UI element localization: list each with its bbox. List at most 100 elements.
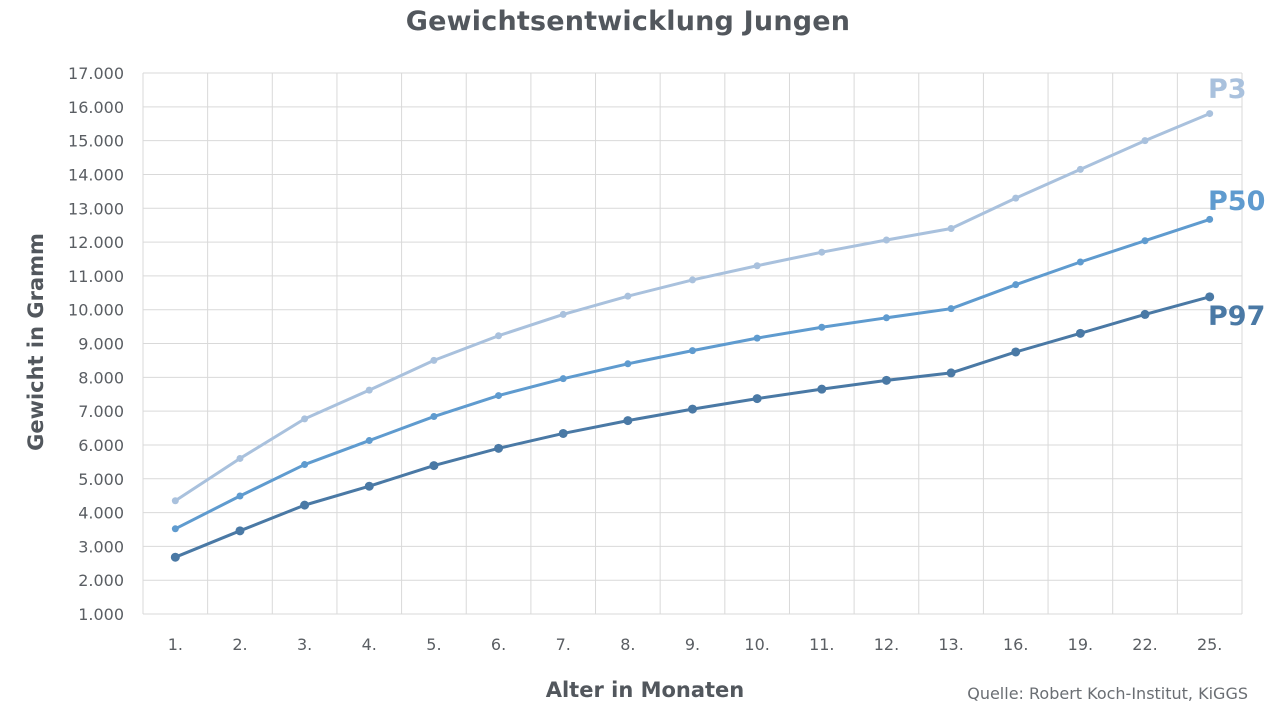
x-tick-label: 3. (297, 635, 312, 654)
data-point (170, 552, 180, 562)
data-point (494, 443, 504, 453)
data-point (624, 292, 632, 300)
data-point (947, 225, 955, 233)
data-point (1206, 110, 1214, 118)
x-tick-label: 13. (938, 635, 963, 654)
data-point (946, 368, 956, 378)
x-tick-label: 6. (491, 635, 506, 654)
data-point (559, 375, 567, 383)
series-end-labels: P3 P50 P97 (1208, 74, 1265, 332)
y-axis-label: Gewicht in Gramm (24, 233, 48, 451)
data-point (171, 497, 179, 505)
chart-title: Gewichtsentwicklung Jungen (405, 6, 851, 37)
series-line (173, 112, 1212, 503)
x-axis-label: Alter in Monaten (545, 678, 745, 702)
data-point (1141, 137, 1149, 145)
y-tick-label: 3.000 (78, 537, 124, 556)
x-tick-label: 7. (556, 635, 571, 654)
data-point (235, 526, 245, 536)
x-tick-label: 11. (809, 635, 834, 654)
y-tick-label: 17.000 (68, 64, 124, 83)
y-tick-label: 15.000 (68, 132, 124, 151)
data-point (1140, 309, 1150, 319)
data-point (1141, 237, 1149, 245)
y-tick-label: 4.000 (78, 504, 124, 523)
series-label-p3: P3 (1208, 74, 1247, 105)
series-line (173, 295, 1212, 559)
y-tick-label: 1.000 (78, 605, 124, 624)
y-tick-label: 11.000 (68, 267, 124, 286)
data-point (818, 248, 826, 256)
data-point (429, 461, 439, 471)
x-tick-label: 4. (362, 635, 377, 654)
y-tick-label: 10.000 (68, 301, 124, 320)
series-p97 (170, 292, 1215, 562)
x-tick-label: 12. (874, 635, 899, 654)
data-point (1076, 165, 1084, 173)
data-point (558, 428, 568, 438)
x-tick-label: 16. (1003, 635, 1028, 654)
x-tick-label: 2. (232, 635, 247, 654)
data-point (624, 360, 632, 368)
data-point (301, 415, 309, 423)
data-point (689, 347, 696, 355)
y-tick-label: 6.000 (78, 436, 124, 455)
y-tick-label: 12.000 (68, 233, 124, 252)
grid-layer (142, 72, 1243, 615)
data-point (495, 392, 503, 400)
x-tick-label: 22. (1132, 635, 1157, 654)
data-point (1012, 194, 1020, 202)
y-tick-label: 16.000 (68, 98, 124, 117)
x-tick-label: 10. (744, 635, 769, 654)
data-point (882, 236, 890, 244)
series-p50 (171, 215, 1214, 533)
data-point (430, 356, 438, 364)
data-point (881, 375, 891, 385)
data-point (818, 323, 826, 331)
data-point (1011, 347, 1021, 357)
source-note: Quelle: Robert Koch-Institut, KiGGS (967, 684, 1248, 703)
y-tick-label: 5.000 (78, 470, 124, 489)
y-tick-label: 8.000 (78, 368, 124, 387)
y-tick-label: 2.000 (78, 571, 124, 590)
data-point (752, 394, 762, 404)
data-point (365, 437, 373, 445)
x-tick-label: 1. (168, 635, 183, 654)
x-tick-label: 19. (1068, 635, 1093, 654)
data-point (300, 500, 310, 510)
data-point (753, 334, 761, 342)
data-point (947, 305, 955, 313)
data-point (1076, 258, 1084, 266)
data-point (430, 413, 438, 421)
data-point (882, 314, 890, 322)
data-point (753, 262, 761, 270)
data-point (1012, 281, 1020, 289)
x-tick-label: 5. (426, 635, 441, 654)
y-tick-label: 9.000 (78, 335, 124, 354)
data-point (817, 384, 827, 394)
data-point (236, 454, 244, 462)
y-tick-label: 13.000 (68, 199, 124, 218)
data-point (623, 416, 633, 426)
series-label-p50: P50 (1208, 186, 1265, 217)
series-layer (170, 110, 1215, 562)
data-point (688, 404, 697, 414)
data-point (171, 525, 179, 533)
data-point (365, 386, 373, 394)
data-point (559, 310, 567, 318)
y-tick-labels: 1.000 2.000 3.000 4.000 5.000 6.000 7.000 8.000… (68, 64, 124, 624)
data-point (1206, 215, 1214, 223)
series-line (173, 217, 1212, 531)
data-point (301, 461, 309, 469)
series-p3 (171, 110, 1214, 505)
x-tick-labels: 1. 2. 3. 4. 5. 6. 7. 8. 9. 10. 11. 12. 13. 16. 19. 22. 2… (168, 635, 1223, 654)
data-point (1075, 328, 1085, 338)
data-point (495, 332, 503, 340)
data-point (1205, 292, 1215, 302)
series-label-p97: P97 (1208, 301, 1265, 332)
x-tick-label: 9. (685, 635, 700, 654)
data-point (364, 481, 374, 491)
x-tick-label: 25. (1197, 635, 1222, 654)
y-tick-label: 7.000 (78, 402, 124, 421)
